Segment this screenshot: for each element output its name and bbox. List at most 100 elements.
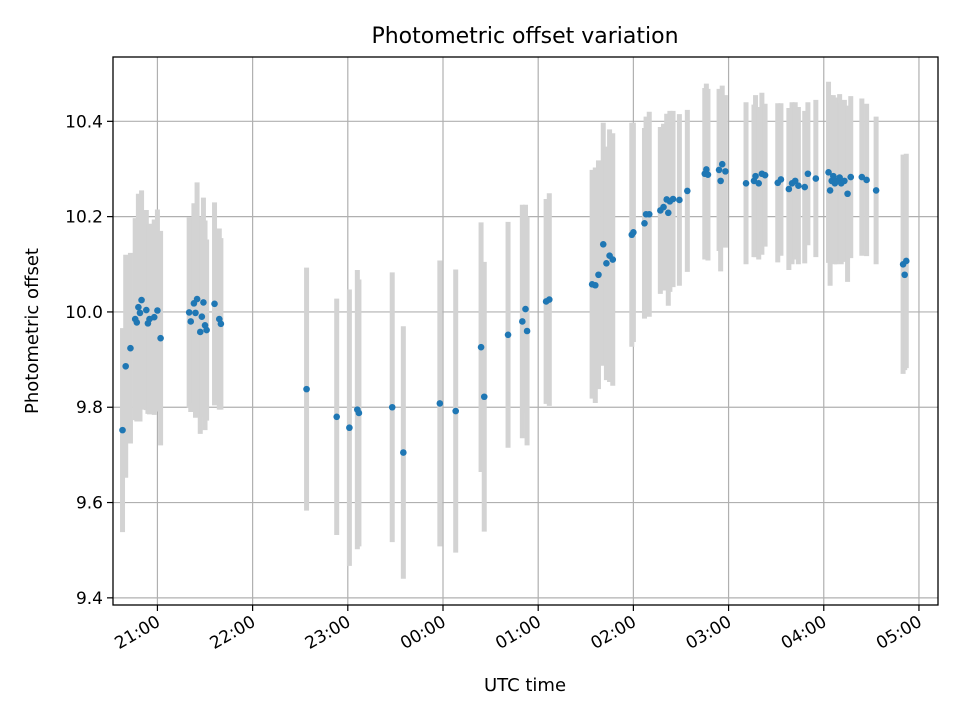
x-tick-label: 23:00	[302, 612, 354, 654]
data-point	[718, 160, 726, 168]
data-point	[791, 177, 799, 185]
y-tick-label: 10.2	[65, 208, 103, 228]
data-point	[829, 172, 837, 180]
data-point	[847, 173, 855, 181]
x-tick-label: 03:00	[683, 612, 735, 654]
data-point	[217, 320, 225, 328]
data-point	[645, 210, 653, 218]
data-point	[858, 173, 866, 181]
data-point	[138, 296, 145, 304]
y-tick-label: 10.4	[65, 112, 103, 132]
data-point	[603, 260, 610, 267]
data-point	[826, 187, 834, 194]
data-point	[127, 344, 134, 352]
data-point	[825, 169, 832, 176]
data-point	[704, 171, 712, 179]
data-point	[452, 407, 459, 415]
data-point	[136, 309, 144, 317]
data-point	[761, 171, 769, 179]
data-point	[722, 168, 729, 175]
data-point	[133, 319, 141, 326]
x-tick-label: 02:00	[587, 612, 639, 654]
data-point	[595, 271, 602, 279]
data-point	[812, 175, 820, 182]
data-point	[523, 327, 531, 335]
x-tick-label: 00:00	[397, 612, 449, 654]
data-point	[119, 426, 126, 434]
data-point	[676, 196, 683, 204]
data-point	[872, 187, 880, 194]
data-point	[609, 256, 617, 263]
y-tick-label: 9.4	[76, 589, 103, 609]
data-point	[200, 299, 207, 306]
x-tick-label: 04:00	[778, 612, 830, 654]
data-point	[863, 176, 870, 184]
data-point	[684, 187, 691, 195]
y-tick-label: 9.8	[76, 398, 103, 418]
data-point	[901, 271, 908, 279]
plot-area-frame	[112, 56, 939, 606]
x-tick-label: 21:00	[111, 612, 163, 654]
data-point	[841, 177, 848, 185]
x-tick-label: 05:00	[873, 612, 925, 654]
data-point	[522, 305, 529, 313]
data-point	[742, 179, 750, 187]
data-point	[122, 362, 129, 370]
data-point	[436, 400, 444, 407]
data-point	[196, 328, 204, 336]
data-point	[388, 403, 396, 411]
data-point	[795, 182, 802, 189]
data-point	[703, 166, 710, 173]
data-point	[504, 331, 512, 339]
data-point	[346, 424, 353, 432]
data-point	[203, 326, 210, 334]
data-point	[599, 240, 607, 248]
data-point	[755, 179, 763, 187]
data-point	[154, 307, 161, 314]
y-tick-label: 9.6	[76, 494, 103, 514]
data-point	[592, 281, 599, 289]
data-point	[157, 334, 164, 342]
data-point	[303, 385, 310, 393]
data-point	[844, 190, 851, 198]
data-point	[660, 203, 667, 211]
data-point	[355, 409, 363, 417]
y-axis-label: Photometric offset	[22, 248, 43, 414]
data-point	[801, 183, 809, 191]
data-point	[717, 177, 724, 185]
data-point	[150, 313, 158, 321]
data-point	[785, 185, 793, 193]
data-point	[185, 309, 193, 316]
chart-title: Photometric offset variation	[371, 24, 678, 49]
data-point	[187, 318, 195, 325]
x-tick-label: 01:00	[492, 612, 544, 654]
data-point	[198, 313, 206, 321]
data-point	[804, 170, 812, 178]
data-point	[193, 295, 201, 303]
errorbars	[120, 81, 909, 579]
data-points	[119, 160, 910, 456]
data-point	[400, 449, 407, 456]
x-tick-label: 22:00	[207, 612, 259, 654]
data-point	[192, 309, 199, 317]
data-point	[480, 393, 488, 401]
data-point	[836, 174, 843, 181]
data-point	[752, 172, 759, 180]
data-point	[477, 343, 485, 351]
data-point	[333, 413, 341, 421]
data-point	[669, 195, 677, 203]
data-point	[519, 318, 526, 325]
data-point	[664, 209, 672, 217]
data-point	[135, 303, 142, 311]
x-axis-label: UTC time	[484, 675, 566, 696]
data-point	[777, 176, 785, 183]
y-tick-label: 10.0	[65, 303, 103, 323]
data-point	[630, 229, 637, 236]
data-point	[641, 220, 648, 227]
data-point	[211, 300, 218, 308]
data-point	[545, 296, 553, 303]
data-point	[902, 257, 910, 265]
data-point	[143, 306, 150, 314]
data-point	[715, 166, 723, 174]
